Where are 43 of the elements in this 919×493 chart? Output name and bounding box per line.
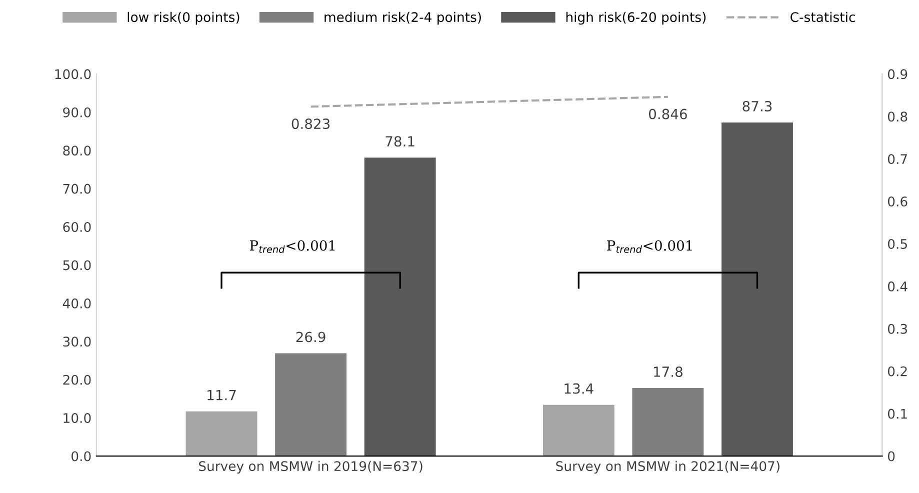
annotation: P$_{trend}$<0.001 [250,240,335,253]
y2-tick-label: 0.5 [888,238,907,249]
data-label: 17.8 [654,366,682,377]
legend-label: low risk(0 points) [128,12,240,25]
y-tick-label: 100.0 [55,69,91,80]
data-label: 13.4 [564,383,594,394]
y2-tick-label: 0.1 [888,408,907,419]
y-tick-label: 70.0 [63,184,91,194]
data-label: 11.7 [208,390,236,400]
y-tick-label: 30.0 [63,336,91,347]
data-label: 0.823 [292,118,330,130]
x-tick-label: Survey on MSMW in 2019(N=637) [199,460,422,474]
y2-tick-label: 0.8 [888,112,908,122]
data-label: 0.846 [648,108,687,120]
y-tick-label: 80.0 [63,146,91,156]
bar [275,353,347,456]
y-tick-label: 20.0 [63,374,91,385]
y-tick-label: 90.0 [63,107,91,118]
bar [542,404,614,456]
data-label: 26.9 [296,332,326,342]
legend-label: C-statistic [790,12,855,22]
legend-label: high risk(6-20 points) [566,12,706,25]
y2-tick-label: 0 [888,451,895,462]
legend-label: medium risk(2-4 points) [324,12,481,25]
y2-tick-label: 0.9 [888,69,908,80]
y2-tick-label: 0.7 [888,154,907,164]
x-tick-label: Survey on MSMW in 2021(N=407) [556,460,780,474]
y2-tick-label: 0.6 [888,196,908,207]
y-tick-label: 60.0 [63,222,91,232]
y2-tick-label: 0.2 [888,366,907,376]
data-label: 78.1 [386,136,414,147]
y-tick-label: 10.0 [64,413,91,424]
y2-tick-label: 0.3 [888,324,908,334]
y-tick-label: 50.0 [63,260,91,270]
y-tick-label: 0.0 [72,451,91,462]
bar [364,158,436,456]
bar [722,122,793,456]
annotation: P$_{trend}$<0.001 [607,240,692,253]
bar [632,388,704,456]
data-label: 87.3 [742,100,772,112]
bar [186,411,258,456]
y-tick-label: 40.0 [62,298,91,308]
y2-tick-label: 0.4 [888,281,908,292]
